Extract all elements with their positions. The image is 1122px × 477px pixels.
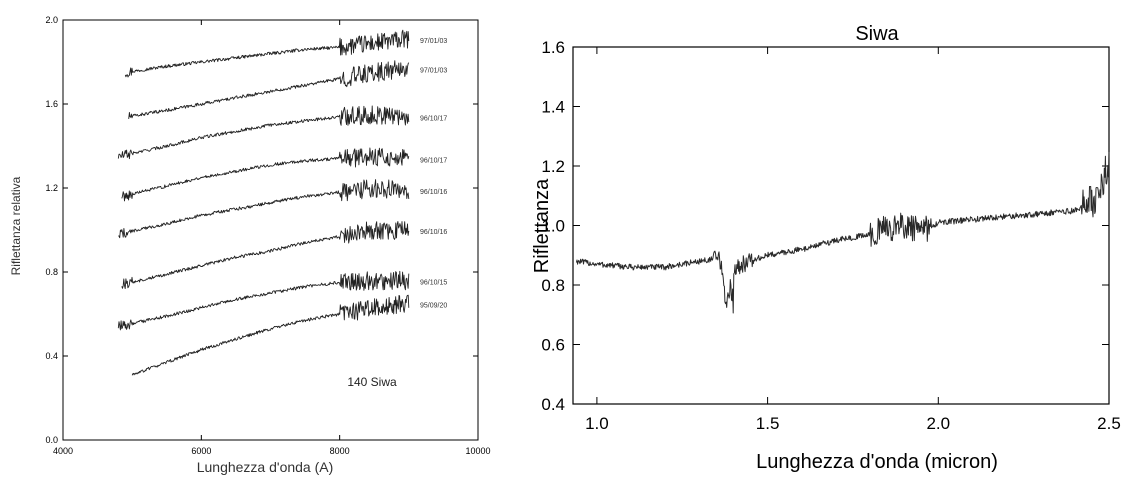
y-tick-label: 0.8	[541, 276, 565, 295]
y-tick-label: 0.6	[541, 335, 565, 354]
right-x-axis-label: Lunghezza d'onda (micron)	[756, 451, 998, 473]
plot-frame	[572, 46, 1110, 405]
series-line	[128, 60, 410, 119]
y-tick-label: 1.2	[541, 157, 565, 176]
x-tick-label: 6000	[191, 446, 211, 456]
series-label: 96/10/15	[420, 279, 447, 286]
x-tick-label: 2.0	[926, 414, 950, 433]
series-label: 97/01/03	[420, 67, 447, 74]
plot-frame	[62, 19, 479, 441]
series-label: 97/01/03	[420, 38, 447, 45]
series-label: 96/10/16	[420, 229, 447, 236]
right-spectrum-chart: 1.0 1.5 2.0 2.5 0.4 0.6 0.8 1.0 1.2 1.4 1.6 Siwa R…	[531, 23, 1121, 473]
series-line	[121, 147, 410, 202]
left-x-axis-label: Lunghezza d'onda (A)	[197, 459, 334, 475]
x-tick-label: 8000	[330, 446, 350, 456]
series-label: 96/10/16	[420, 189, 447, 196]
x-tick-label: 1.0	[585, 414, 609, 433]
y-tick-label: 1.6	[541, 38, 565, 57]
y-tick-label: 2.0	[45, 15, 58, 25]
x-tick-label: 1.5	[756, 414, 780, 433]
y-tick-label: 0.0	[45, 435, 58, 445]
series-line	[118, 179, 410, 239]
series-label: 96/10/17	[420, 116, 447, 123]
series-line	[131, 294, 410, 376]
series-label: 96/10/17	[420, 158, 447, 165]
x-tick-label: 2.5	[1097, 414, 1121, 433]
x-tick-label: 4000	[53, 446, 73, 456]
x-tick-label: 10000	[465, 446, 490, 456]
y-tick-label: 1.4	[541, 97, 565, 116]
series-line	[121, 221, 410, 290]
left-annotation: 140 Siwa	[347, 375, 397, 389]
y-tick-label: 0.4	[45, 351, 58, 361]
y-tick-label: 0.4	[541, 395, 565, 414]
y-tick-label: 1.2	[45, 183, 58, 193]
y-tick-label: 0.8	[45, 267, 58, 277]
left-spectra-chart: 4000 6000 8000 10000 0.0 0.4 0.8 1.2 1.6 2.0 97/0…	[9, 15, 491, 475]
series-line	[117, 105, 410, 160]
series-line	[575, 151, 1110, 314]
y-tick-label: 1.0	[541, 216, 565, 235]
series-line	[117, 270, 410, 331]
left-y-axis-label: Riflettanza relativa	[9, 176, 23, 275]
series-label: 95/09/20	[420, 303, 447, 310]
series-line	[124, 29, 410, 78]
right-chart-title: Siwa	[855, 23, 899, 45]
right-y-axis-label: Riflettanza	[531, 178, 553, 273]
y-tick-label: 1.6	[45, 99, 58, 109]
